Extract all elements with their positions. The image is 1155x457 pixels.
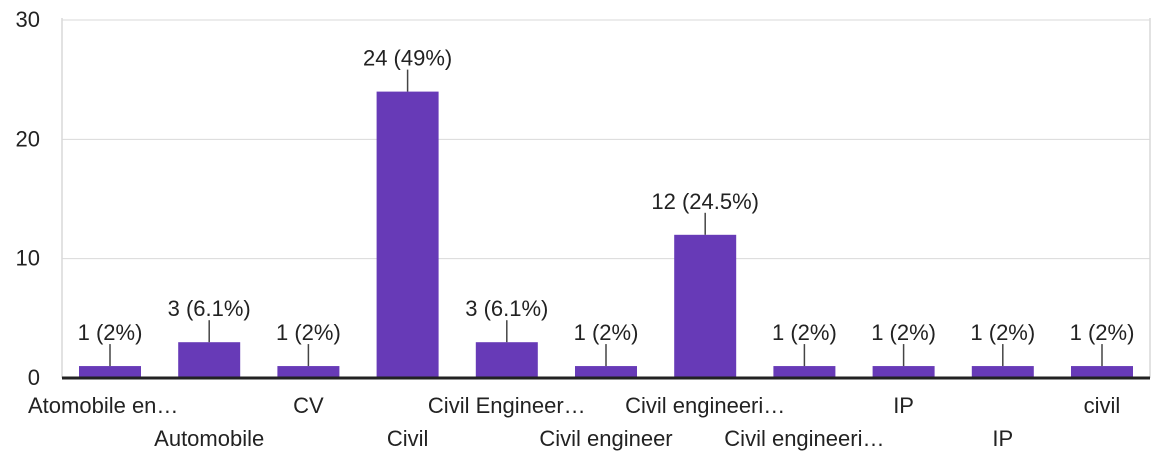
bar[interactable] — [178, 342, 241, 378]
category-label: Civil — [387, 426, 429, 451]
data-label: 12 (24.5%) — [651, 189, 759, 214]
y-tick-label: 0 — [28, 365, 40, 390]
category-label: Civil engineeri… — [724, 426, 884, 451]
category-label: Civil engineeri… — [625, 393, 785, 418]
data-label: 1 (2%) — [772, 320, 837, 345]
data-label: 1 (2%) — [276, 320, 341, 345]
bar[interactable] — [1071, 366, 1133, 378]
data-label: 3 (6.1%) — [168, 296, 251, 321]
data-label: 1 (2%) — [970, 320, 1035, 345]
y-tick-label: 10 — [16, 246, 40, 271]
bar[interactable] — [971, 366, 1034, 378]
bar[interactable] — [79, 366, 141, 378]
data-label: 1 (2%) — [78, 320, 143, 345]
data-label: 1 (2%) — [871, 320, 936, 345]
bar[interactable] — [475, 342, 538, 378]
bar[interactable] — [376, 91, 439, 378]
bar[interactable] — [872, 366, 935, 378]
category-label: Automobile — [154, 426, 264, 451]
bar[interactable] — [575, 366, 637, 378]
category-label: civil — [1084, 393, 1121, 418]
y-tick-label: 20 — [16, 126, 40, 151]
category-label: IP — [893, 393, 914, 418]
bar[interactable] — [773, 366, 836, 378]
category-label: CV — [293, 393, 324, 418]
data-label: 1 (2%) — [1070, 320, 1135, 345]
category-label: IP — [992, 426, 1013, 451]
category-label: Civil engineer — [539, 426, 672, 451]
bar[interactable] — [674, 234, 737, 378]
bar[interactable] — [277, 366, 340, 378]
y-tick-label: 30 — [16, 7, 40, 32]
category-label: Civil Engineer… — [428, 393, 586, 418]
data-label: 3 (6.1%) — [465, 296, 548, 321]
category-label: Atomobile en… — [28, 393, 178, 418]
data-label: 24 (49%) — [363, 46, 452, 71]
data-label: 1 (2%) — [574, 320, 639, 345]
